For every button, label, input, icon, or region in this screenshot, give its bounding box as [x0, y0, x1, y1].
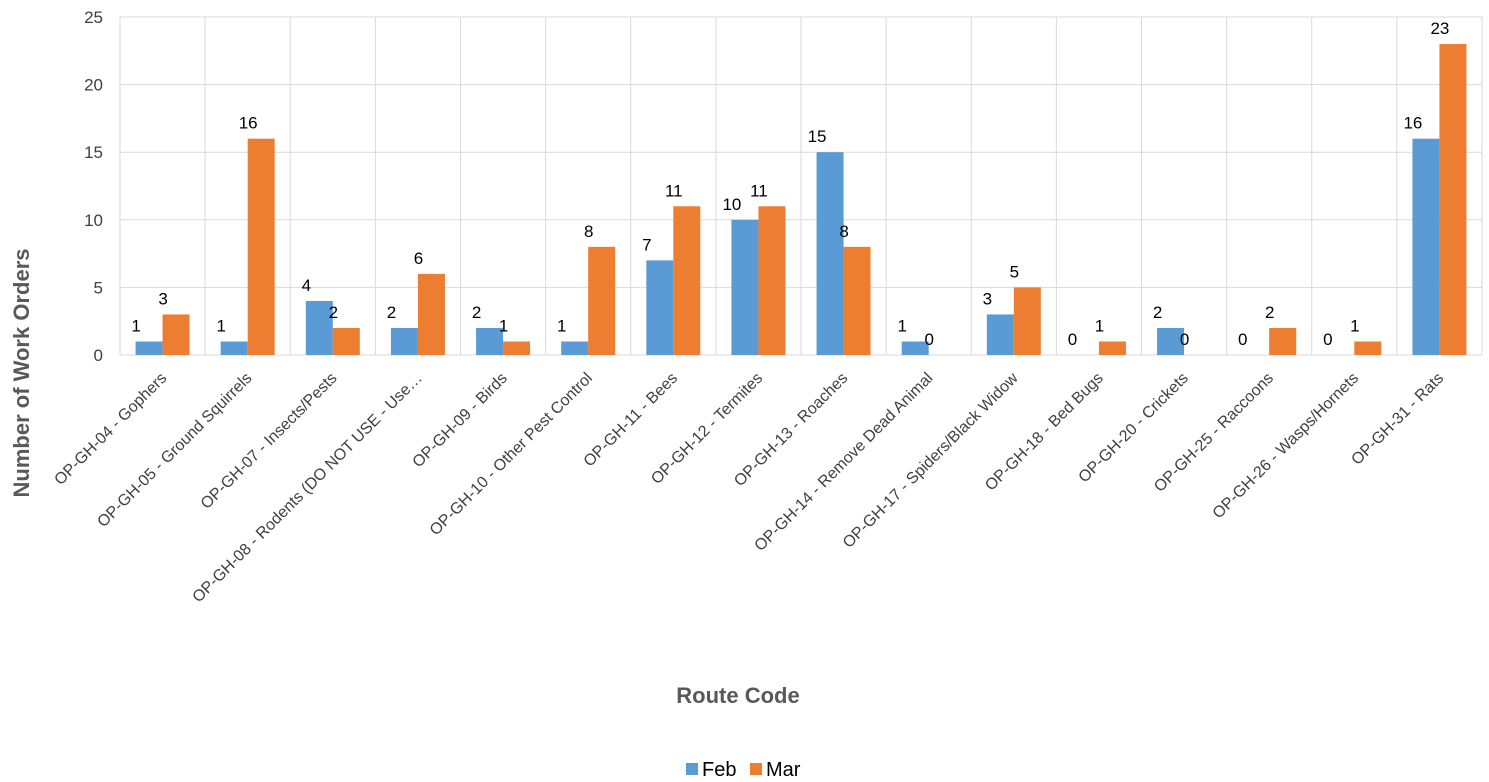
bar-mar	[1098, 341, 1126, 355]
y-tick-label: 20	[84, 76, 103, 95]
data-label: 2	[472, 303, 481, 322]
y-tick-label: 5	[94, 278, 103, 297]
bar-feb	[220, 341, 248, 355]
bar-mar	[1269, 327, 1297, 355]
bar-mar	[843, 246, 871, 355]
data-label: 0	[1238, 330, 1247, 349]
data-label: 4	[302, 276, 311, 295]
bar-feb	[901, 341, 929, 355]
data-label: 2	[1265, 303, 1274, 322]
data-label: 1	[1350, 316, 1359, 335]
bar-feb	[135, 341, 163, 355]
bar-feb	[731, 219, 759, 355]
data-label: 11	[750, 181, 768, 200]
x-category-label: OP-GH-10 - Other Pest Control	[427, 370, 596, 539]
data-label: 6	[414, 249, 423, 268]
data-label: 16	[1403, 114, 1422, 133]
x-category-label: OP-GH-11 - Bees	[581, 370, 681, 470]
data-label: 3	[983, 289, 992, 308]
x-axis-title: Route Code	[676, 683, 799, 708]
bar-feb	[476, 327, 504, 355]
bar-feb	[986, 314, 1014, 355]
bar-mar	[247, 138, 275, 355]
bar-feb	[390, 327, 418, 355]
gridlines	[119, 16, 1483, 356]
bar-feb	[305, 300, 333, 355]
data-label: 10	[722, 195, 741, 214]
bar-mar	[1354, 341, 1382, 355]
data-label: 2	[387, 303, 396, 322]
data-label: 1	[216, 316, 225, 335]
data-label: 7	[642, 235, 651, 254]
data-label: 0	[1068, 330, 1077, 349]
bar-feb	[561, 341, 589, 355]
data-label: 15	[808, 127, 827, 146]
data-label: 8	[584, 222, 593, 241]
data-label: 5	[1010, 262, 1019, 281]
y-tick-label: 10	[84, 211, 103, 230]
data-label: 16	[239, 114, 258, 133]
bar-mar	[588, 246, 616, 355]
y-tick-label: 15	[84, 143, 103, 162]
x-category-label: OP-GH-17 - Spiders/Black Widow	[840, 369, 1022, 551]
bar-mar	[162, 314, 190, 355]
bar-mar	[1013, 287, 1041, 355]
data-label: 3	[158, 289, 167, 308]
x-category-label: OP-GH-26 - Wasps/Hornets	[1210, 370, 1362, 522]
x-category-label: OP-GH-31 - Rats	[1348, 370, 1447, 469]
legend: Feb Mar	[686, 759, 801, 781]
bars	[135, 44, 1467, 355]
bar-mar	[758, 206, 786, 355]
data-label: 0	[1323, 330, 1332, 349]
bar-feb	[1412, 138, 1440, 355]
data-label: 2	[329, 303, 338, 322]
x-category-label: OP-GH-05 - Ground Squirrels	[94, 370, 255, 531]
x-category-label: OP-GH-09 - Birds	[410, 370, 511, 471]
bar-mar	[1439, 44, 1467, 355]
bar-feb	[646, 260, 674, 355]
data-label: 2	[1153, 303, 1162, 322]
legend-swatch-feb	[686, 763, 698, 775]
bar-mar	[332, 327, 360, 355]
data-label: 1	[1095, 316, 1104, 335]
legend-swatch-mar	[750, 763, 762, 775]
y-axis-ticks: 0 5 10 15 20 25	[84, 8, 103, 365]
bar-mar	[503, 341, 531, 355]
data-label: 8	[839, 222, 848, 241]
legend-label-feb: Feb	[702, 759, 736, 781]
bar-mar	[417, 273, 445, 355]
bar-feb	[1157, 327, 1185, 355]
data-label: 1	[499, 316, 508, 335]
x-category-label: OP-GH-14 - Remove Dead Animal	[752, 370, 937, 555]
data-label: 1	[131, 316, 140, 335]
data-label: 0	[924, 330, 933, 349]
data-label: 0	[1180, 330, 1189, 349]
bar-feb	[816, 152, 844, 355]
y-tick-label: 0	[94, 346, 103, 365]
y-axis-title: Number of Work Orders	[9, 249, 34, 498]
x-category-label: OP-GH-07 - Insects/Pests	[198, 370, 341, 513]
data-label: 11	[665, 181, 683, 200]
data-label: 23	[1430, 19, 1449, 38]
data-label: 1	[557, 316, 566, 335]
data-label: 1	[897, 316, 906, 335]
legend-label-mar: Mar	[766, 759, 801, 781]
bar-mar	[673, 206, 701, 355]
y-tick-label: 25	[84, 8, 103, 27]
